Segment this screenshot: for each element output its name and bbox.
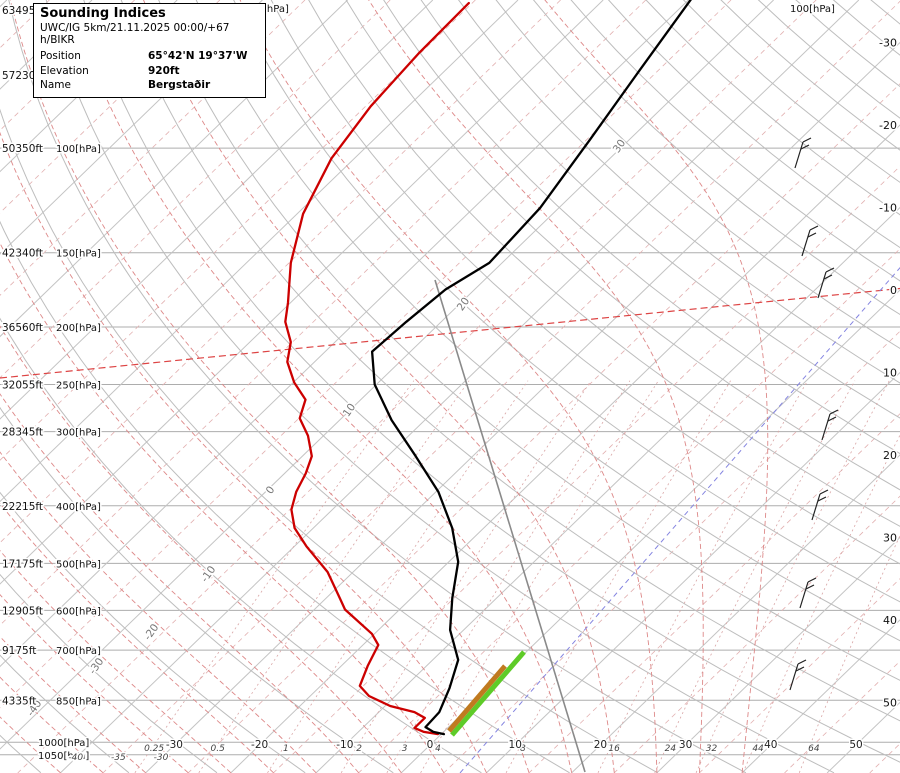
info-label-name: Name [40, 79, 71, 92]
svg-text:-30: -30 [154, 753, 169, 763]
svg-text:44: 44 [752, 744, 764, 754]
layer-mixing-lines [134, 380, 900, 773]
svg-text:30: 30 [883, 532, 897, 545]
info-row-position: Position 65°42'N 19°37'W [40, 49, 259, 64]
svg-text:[hPa]: [hPa] [263, 4, 289, 15]
info-label-elevation: Elevation [40, 64, 89, 77]
svg-text:17175ft: 17175ft [2, 558, 43, 570]
svg-text:250[hPa]: 250[hPa] [56, 381, 101, 392]
svg-text:0: 0 [427, 739, 434, 751]
info-value-elevation: 920ft [148, 64, 180, 77]
svg-text:36560ft: 36560ft [2, 322, 43, 334]
svg-text:40: 40 [883, 614, 897, 627]
svg-text:850[hPa]: 850[hPa] [56, 696, 101, 707]
svg-text:500[hPa]: 500[hPa] [56, 559, 101, 570]
svg-text:64: 64 [808, 744, 820, 754]
info-box-model-line: UWC/IG 5km/21.11.2025 00:00/+67 h/BIKR [40, 22, 230, 46]
svg-text:10: 10 [509, 739, 522, 751]
svg-text:4: 4 [435, 744, 441, 754]
layer-wind-barbs [789, 137, 839, 691]
svg-text:20: 20 [883, 449, 897, 462]
svg-text:20: 20 [594, 739, 607, 751]
svg-text:300[hPa]: 300[hPa] [56, 428, 101, 439]
svg-text:1: 1 [283, 744, 289, 754]
svg-text:8: 8 [520, 744, 526, 754]
svg-text:-30: -30 [87, 656, 107, 677]
svg-text:-20: -20 [879, 119, 897, 132]
svg-text:2: 2 [356, 744, 362, 754]
svg-text:-35: -35 [111, 753, 126, 763]
svg-text:9175ft: 9175ft [2, 645, 36, 657]
svg-text:3: 3 [402, 744, 408, 754]
svg-text:400[hPa]: 400[hPa] [56, 502, 101, 513]
svg-text:40: 40 [764, 739, 777, 751]
svg-text:0: 0 [890, 284, 897, 297]
svg-text:100[hPa]: 100[hPa] [56, 144, 101, 155]
svg-text:-40: -40 [68, 753, 83, 763]
svg-text:22215ft: 22215ft [2, 501, 43, 513]
svg-text:200[hPa]: 200[hPa] [56, 323, 101, 334]
info-label-position: Position [40, 50, 81, 62]
svg-text:600[hPa]: 600[hPa] [56, 606, 101, 617]
svg-text:0: 0 [264, 484, 278, 496]
svg-text:-30: -30 [166, 739, 183, 751]
svg-text:28345ft: 28345ft [2, 427, 43, 439]
info-row-name: Name Bergstaðir [40, 78, 259, 93]
svg-text:4335ft: 4335ft [2, 695, 36, 707]
svg-text:50: 50 [883, 697, 897, 710]
svg-text:32055ft: 32055ft [2, 380, 43, 392]
info-row-elevation: Elevation 920ft [40, 64, 259, 79]
layer-pressure-lines [0, 147, 900, 756]
svg-text:30: 30 [611, 137, 629, 155]
svg-text:42340ft: 42340ft [2, 248, 43, 260]
svg-text:50: 50 [849, 739, 862, 751]
layer-parcel-segments [447, 650, 526, 737]
svg-text:10: 10 [883, 367, 897, 380]
info-value-name: Bergstaðir [148, 79, 211, 92]
sounding-info-box: Sounding Indices UWC/IG 5km/21.11.2025 0… [33, 3, 266, 99]
svg-text:150[hPa]: 150[hPa] [56, 249, 101, 260]
info-value-position: 65°42'N 19°37'W [148, 50, 248, 62]
layer-profiles [284, 0, 692, 736]
svg-text:24: 24 [665, 744, 677, 754]
svg-text:1050[hPa]: 1050[hPa] [38, 751, 89, 762]
svg-text:0.25: 0.25 [144, 744, 164, 754]
svg-text:1000[hPa]: 1000[hPa] [38, 738, 89, 749]
svg-text:-10: -10 [879, 202, 897, 215]
svg-text:12905ft: 12905ft [2, 605, 43, 617]
svg-text:100[hPa]: 100[hPa] [790, 4, 835, 15]
svg-text:-10: -10 [336, 739, 353, 751]
svg-text:32: 32 [706, 744, 718, 754]
svg-text:700[hPa]: 700[hPa] [56, 646, 101, 657]
svg-text:-30: -30 [879, 37, 897, 50]
layer-moist-adiabats [0, 0, 769, 773]
layer-overlays [0, 266, 900, 773]
svg-text:0.5: 0.5 [211, 744, 226, 754]
info-box-title: Sounding Indices [40, 6, 166, 21]
svg-text:16: 16 [608, 744, 620, 754]
svg-text:-20: -20 [251, 739, 268, 751]
svg-text:30: 30 [679, 739, 692, 751]
svg-text:50350ft: 50350ft [2, 143, 43, 155]
